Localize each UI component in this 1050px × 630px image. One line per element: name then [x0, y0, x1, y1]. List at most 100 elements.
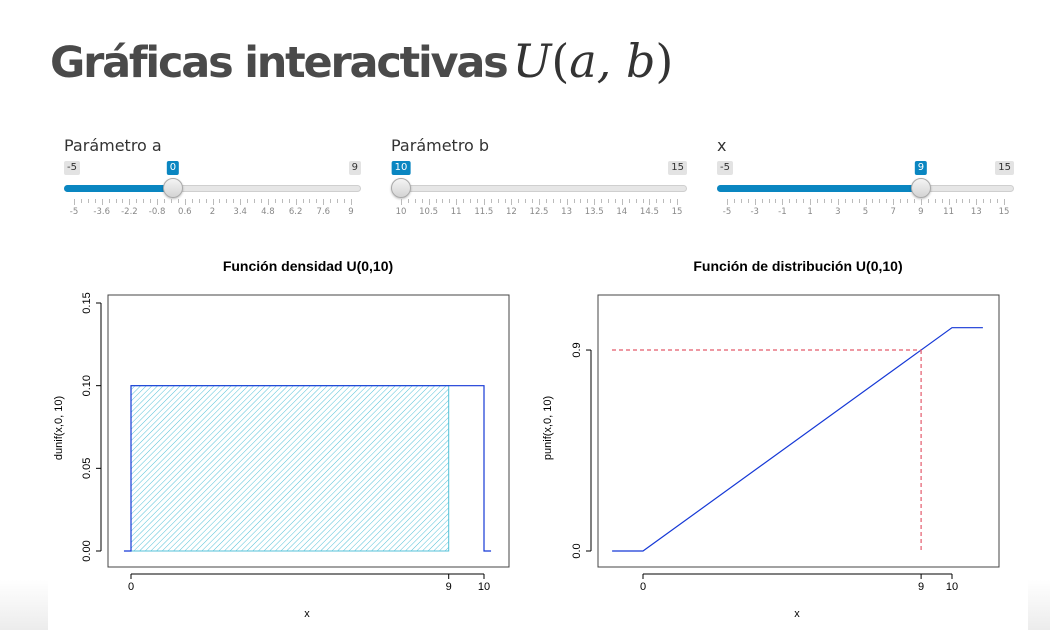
slider-minor-tick — [796, 199, 798, 203]
slider-minor-tick — [740, 199, 742, 203]
slider-major-tick — [976, 199, 978, 205]
slider-tick-label: -1 — [778, 207, 787, 217]
slider-minor-tick — [191, 199, 193, 203]
left-edge-shade — [0, 580, 48, 630]
slider-minor-tick — [205, 199, 207, 203]
series-line — [612, 327, 983, 552]
x-tick-label: 9 — [446, 581, 452, 593]
plot-box — [597, 294, 1000, 568]
slider-major-tick — [1004, 199, 1005, 205]
slider-tick-label: 7.6 — [316, 207, 331, 217]
slider-minor-tick — [470, 199, 471, 203]
slider-minor-tick — [94, 199, 96, 203]
slider-minor-tick — [997, 199, 999, 203]
slider-minor-tick — [115, 199, 117, 203]
slider-minor-tick — [934, 199, 936, 203]
slider-tick-label: 13 — [970, 207, 982, 217]
slider-minor-tick — [552, 199, 554, 203]
slider-minor-tick — [628, 199, 630, 203]
x-tick-label: 10 — [946, 581, 958, 593]
slider-tick-label: 11 — [943, 207, 955, 217]
slider-major-tick — [649, 199, 651, 205]
slider-label: x — [717, 136, 727, 155]
slider-minor-tick — [670, 199, 672, 203]
slider-major-tick — [483, 199, 485, 205]
slider-major-tick — [129, 199, 131, 205]
slider-tick-label: 10 — [395, 207, 407, 217]
slider-major-tick — [428, 199, 430, 205]
slider-major-tick — [893, 199, 895, 205]
y-axis-label: dunif(x,0, 10) — [53, 396, 65, 460]
slider-major-tick — [295, 199, 297, 205]
slider-tick-label: 15 — [998, 207, 1010, 217]
slider-major-tick — [754, 199, 756, 205]
formula-args: a, b — [569, 34, 656, 88]
slider-minor-tick — [150, 199, 152, 203]
slider-tick-label: 11.5 — [474, 207, 494, 217]
shaded-area — [130, 385, 450, 552]
x-tick-label: 0 — [640, 581, 646, 593]
slider-minor-tick — [642, 199, 644, 203]
slider-minor-tick — [344, 199, 346, 203]
slider-minor-tick — [337, 199, 339, 203]
y-tick-label: 0.15 — [81, 292, 93, 313]
slider-minor-tick — [407, 199, 409, 203]
slider-major-tick — [948, 199, 950, 205]
slider-minor-tick — [122, 199, 124, 203]
slider-minor-tick — [927, 199, 929, 203]
slider-major-tick — [594, 199, 596, 205]
slider-major-tick — [351, 199, 352, 205]
formula-close-paren: ) — [655, 34, 674, 88]
slider-minor-tick — [177, 199, 179, 203]
slider-tick-label: 15 — [671, 207, 683, 217]
slider-handle[interactable] — [910, 178, 931, 198]
slider-major-tick — [74, 199, 75, 205]
slider-label: Parámetro a — [64, 136, 162, 155]
slider-major-tick — [323, 199, 325, 205]
y-axis-label: punif(x,0, 10) — [542, 396, 554, 460]
distribution-chart: Función de distribución U(0,10) x punif(… — [542, 258, 1000, 620]
slider-major-tick — [727, 199, 728, 205]
slider-minor-tick — [136, 199, 138, 203]
slider-minor-tick — [442, 199, 444, 203]
slider-minor-tick — [817, 199, 819, 203]
slider-tick-label: 0.6 — [178, 207, 192, 217]
slider-track[interactable] — [391, 185, 687, 192]
slider-minor-tick — [170, 199, 172, 203]
slider-minor-tick — [233, 199, 235, 203]
y-tick-label: 0.0 — [571, 543, 583, 558]
slider-tick-label: 3 — [835, 207, 841, 217]
slider-handle[interactable] — [391, 178, 411, 198]
slider-minor-tick — [87, 199, 89, 203]
slider-x[interactable]: x -5 15 9 -5 -3 -1 1 3 5 7 9 11 13 15 — [717, 136, 1014, 220]
slider-tick-label: 3.4 — [233, 207, 247, 217]
slider-minor-tick — [747, 199, 749, 203]
slider-tick-label: 13.5 — [584, 207, 604, 217]
slider-tick-label: 7 — [890, 207, 896, 217]
slider-tick-label: -3 — [750, 207, 759, 217]
slider-major-tick — [621, 199, 623, 205]
slider-minor-tick — [990, 199, 992, 203]
formula-open-paren: ( — [551, 34, 570, 88]
x-tick-label: 10 — [478, 581, 490, 593]
slider-major-tick — [539, 199, 540, 205]
slider-parametro-a[interactable]: Parámetro a -5 9 0 -5 -3.6 -2.2 -0.8 0.6 2 3.4… — [64, 136, 361, 220]
slider-minor-tick — [913, 199, 915, 203]
slider-fill — [64, 185, 173, 192]
slider-handle[interactable] — [162, 178, 183, 198]
slider-minor-tick — [761, 199, 763, 203]
slider-minor-tick — [983, 199, 985, 203]
slider-minor-tick — [844, 199, 846, 203]
slider-max-badge: 9 — [348, 161, 361, 175]
slider-parametro-b[interactable]: Parámetro b 15 10 10 10.5 11 11.5 12 12.5 13 13… — [391, 136, 687, 220]
x-axis-label: x — [794, 608, 800, 620]
page-title: Gráficas interactivas U(a, b) — [50, 30, 673, 92]
slider-minor-tick — [254, 199, 256, 203]
slider-tick-label: 14 — [616, 207, 628, 217]
slider-minor-tick — [309, 199, 311, 203]
slider-minor-tick — [414, 199, 416, 203]
slider-minor-tick — [198, 199, 200, 203]
chart-title: Función de distribución U(0,10) — [693, 258, 902, 274]
slider-major-tick — [837, 199, 839, 205]
slider-minor-tick — [941, 199, 943, 203]
